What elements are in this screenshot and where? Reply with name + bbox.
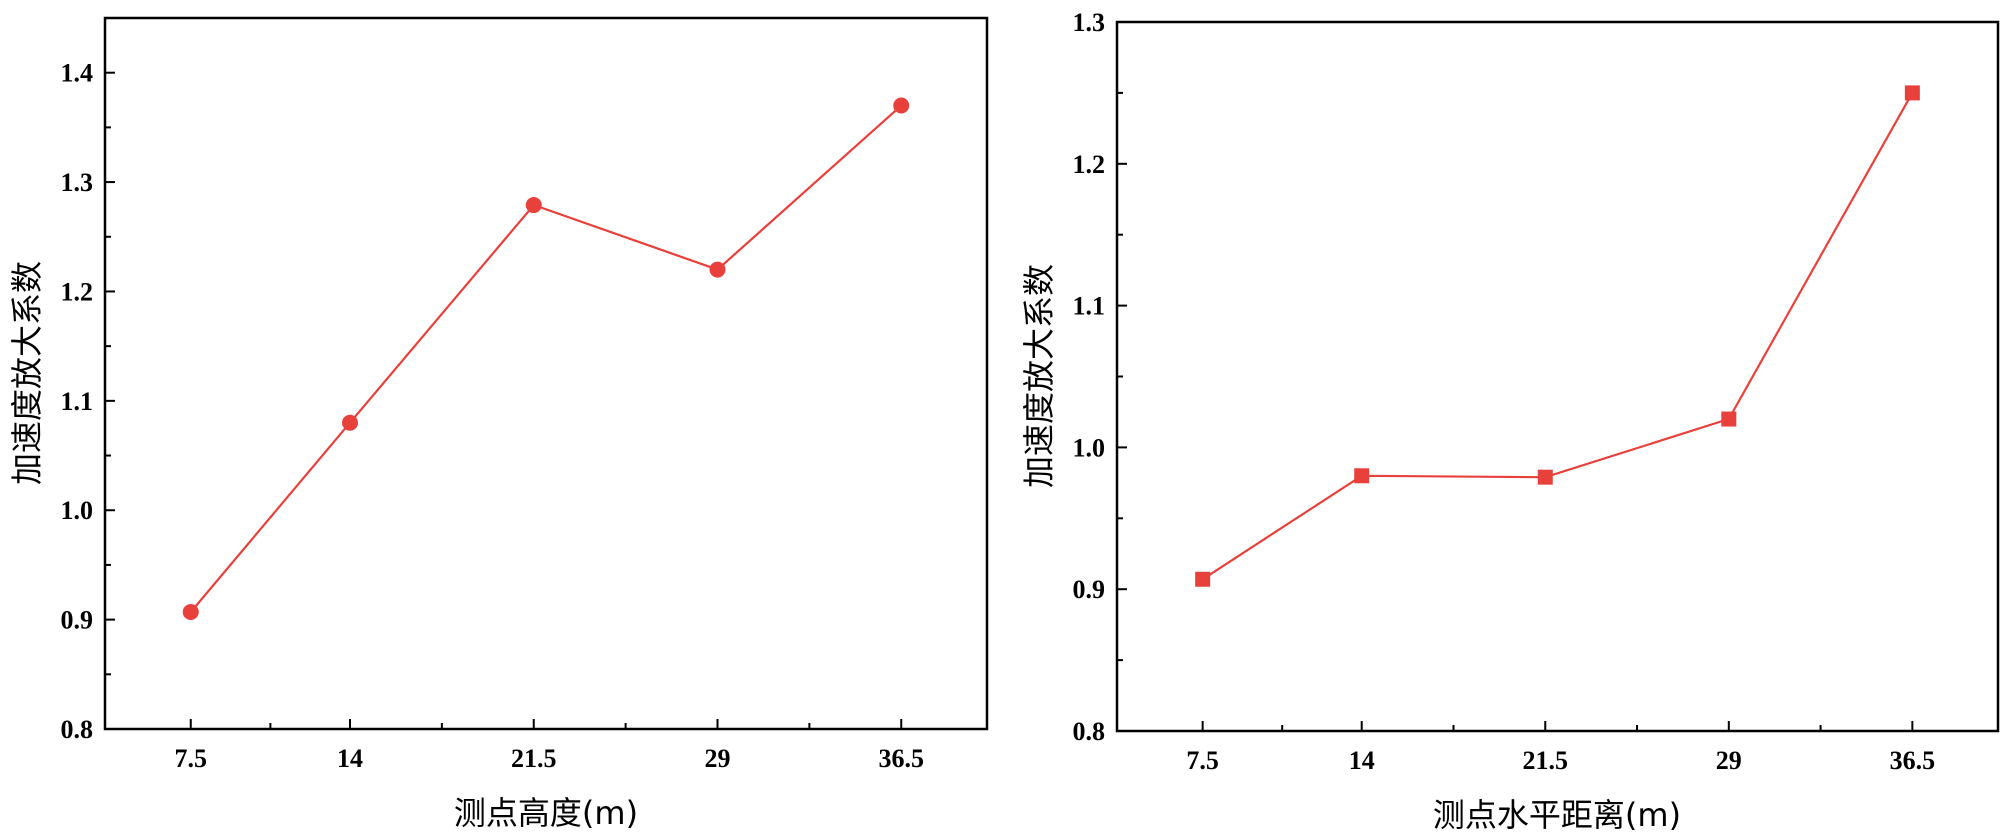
y-tick-label: 1.0 [61,496,94,525]
axis-ticks [1117,21,1914,732]
data-point-circle [525,197,542,214]
y-tick-label: 1.3 [1073,8,1106,37]
axis-tick-labels: 0.8 0.9 1.0 1.1 1.2 1.3 7.5 14 21.5 29 36.5 [1073,8,1936,775]
x-tick-label: 29 [1716,746,1742,775]
axis-ticks [105,71,903,730]
data-point-square [1721,411,1737,427]
x-tick-label: 21.5 [1523,746,1569,775]
x-tick-label: 36.5 [1890,746,1936,775]
plot-frame [1115,20,2000,733]
axis-tick-labels: 0.8 0.9 1.0 1.1 1.2 1.3 1.4 7.5 14 21.5 29 36.5 [61,59,925,773]
x-tick-label: 14 [337,744,363,773]
y-tick-label: 0.9 [61,606,94,635]
y-tick-label: 0.8 [1073,717,1106,746]
x-axis-title: 测点水平距离(m) [1433,796,1681,834]
x-tick-label: 29 [705,744,731,773]
series-line [1202,92,1914,581]
y-tick-label: 1.1 [1073,292,1106,321]
x-axis-title: 测点高度(m) [454,794,638,832]
x-tick-label: 7.5 [175,744,208,773]
y-tick-label: 0.8 [61,715,94,744]
data-point-circle [182,603,199,620]
data-point-square [1537,469,1553,485]
y-tick-label: 1.2 [1073,150,1106,179]
y-tick-label: 1.0 [1073,433,1106,462]
y-axis-title: 加速度放大系数 [8,261,46,485]
series-group [1195,85,1920,587]
y-tick-label: 1.3 [61,168,94,197]
y-tick-label: 1.4 [61,59,94,88]
data-point-square [1354,468,1370,484]
y-tick-label: 1.2 [61,277,94,306]
data-point-square [1195,571,1211,587]
y-tick-label: 1.1 [61,387,94,416]
data-point-square [1904,85,1920,101]
y-axis-title: 加速度放大系数 [1020,264,1058,488]
series-line [189,104,903,613]
series-group [182,97,910,620]
data-point-circle [893,97,910,114]
x-tick-label: 36.5 [879,744,925,773]
x-tick-label: 14 [1349,746,1375,775]
y-tick-label: 0.9 [1073,575,1106,604]
x-tick-label: 21.5 [511,744,557,773]
chart-distance: 0.8 0.9 1.0 1.1 1.2 1.3 7.5 14 21.5 29 36.5 测点水平距离… [1020,8,2000,834]
data-point-circle [342,414,358,431]
chart-height: 0.8 0.9 1.0 1.1 1.2 1.3 1.4 7.5 14 21.5 29 36.5 测点高… [8,16,989,832]
x-tick-label: 7.5 [1186,746,1219,775]
plot-frame [103,16,989,731]
data-point-circle [709,261,726,278]
